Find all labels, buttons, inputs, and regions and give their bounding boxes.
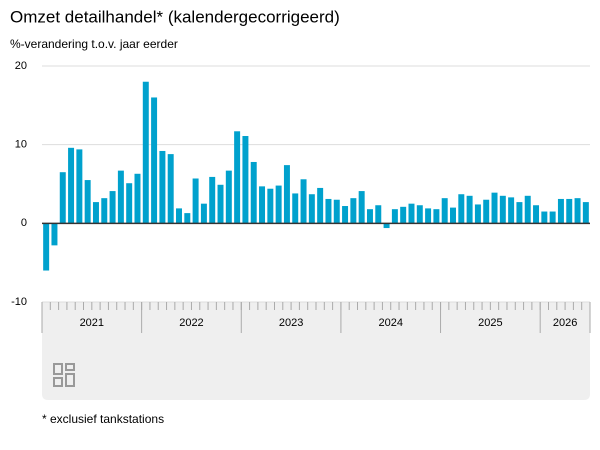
y-tick-label: 0 — [21, 217, 27, 229]
bar — [342, 206, 349, 224]
bar — [391, 209, 398, 224]
bar — [458, 194, 465, 224]
bar — [176, 208, 182, 224]
y-tick-label: 20 — [15, 60, 27, 72]
bar — [541, 211, 548, 224]
bar — [225, 170, 232, 224]
bar — [192, 178, 199, 224]
bar — [134, 173, 141, 224]
bar — [126, 183, 133, 224]
footnote: * exclusief tankstations — [42, 412, 164, 426]
bar — [441, 198, 448, 224]
bar — [43, 223, 50, 271]
x-tick-label: 2023 — [279, 317, 303, 329]
bar — [267, 188, 274, 224]
bar — [250, 161, 257, 224]
x-tick-label: 2026 — [553, 317, 577, 329]
bar — [533, 205, 540, 224]
bar — [234, 131, 241, 224]
bar — [566, 198, 573, 224]
bar — [582, 202, 589, 224]
x-tick-label: 2025 — [478, 317, 502, 329]
bar — [416, 205, 423, 224]
bar — [450, 207, 456, 224]
bar — [283, 165, 290, 224]
y-tick-label: -10 — [11, 296, 27, 308]
bar — [350, 198, 357, 224]
bar — [516, 202, 523, 224]
bar — [275, 185, 282, 224]
bar — [51, 223, 58, 246]
x-tick-label: 2022 — [179, 317, 203, 329]
bar — [466, 195, 473, 224]
bar — [499, 195, 506, 224]
bar — [117, 170, 124, 224]
bar — [408, 203, 415, 224]
chart-title: Omzet detailhandel* (kalendergecorrigeer… — [10, 7, 340, 26]
bar — [167, 154, 174, 224]
bar — [308, 194, 315, 224]
bar — [68, 147, 75, 224]
axis-panel — [42, 302, 590, 400]
bar — [366, 209, 373, 224]
logo — [53, 363, 75, 387]
bar — [333, 199, 340, 224]
bar — [400, 206, 407, 224]
y-tick-label: 10 — [15, 139, 27, 151]
bar — [491, 192, 498, 224]
bar — [574, 198, 581, 224]
bar — [508, 197, 515, 224]
bar — [425, 208, 432, 224]
bar — [300, 179, 307, 224]
bar — [259, 186, 266, 224]
bar — [557, 198, 564, 224]
bar — [375, 205, 382, 224]
bar — [142, 81, 149, 224]
bar — [184, 213, 191, 224]
bar — [325, 198, 332, 224]
bar — [76, 149, 83, 224]
bar — [101, 198, 108, 224]
bar — [358, 191, 365, 224]
x-tick-label: 2021 — [80, 317, 104, 329]
bar — [217, 184, 224, 224]
bar — [159, 150, 166, 224]
bar — [209, 176, 216, 224]
bar — [383, 223, 390, 229]
bar — [524, 195, 531, 224]
bar — [109, 191, 116, 224]
bar — [317, 187, 324, 224]
bar — [242, 136, 249, 224]
bar — [483, 199, 490, 224]
bar — [433, 209, 440, 224]
chart-subtitle: %-verandering t.o.v. jaar eerder — [10, 37, 178, 51]
bar — [92, 202, 99, 224]
x-tick-label: 2024 — [378, 317, 402, 329]
bar — [151, 97, 158, 224]
bar — [549, 211, 556, 224]
bar — [84, 180, 91, 224]
bar — [474, 204, 481, 224]
bar — [59, 172, 66, 224]
bar — [200, 203, 207, 224]
bar — [292, 193, 299, 224]
